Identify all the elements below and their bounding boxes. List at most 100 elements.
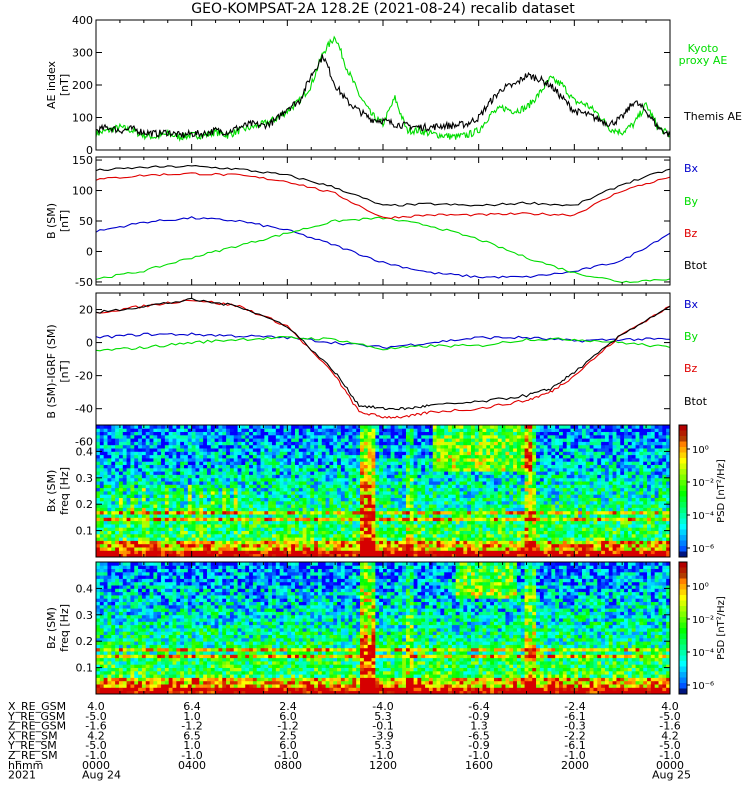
psd-cell [421, 471, 426, 475]
psd-cell [413, 494, 418, 498]
psd-cell [333, 461, 338, 465]
psd-cell [524, 517, 529, 522]
psd-cell [294, 504, 300, 508]
psd-cell [149, 497, 154, 502]
psd-cell [184, 533, 189, 538]
psd-cell [367, 481, 372, 485]
psd-cell [260, 474, 265, 479]
psd-cell [294, 547, 300, 551]
psd-cell [291, 467, 296, 472]
psd-cell [214, 553, 219, 558]
psd-cell [130, 481, 135, 485]
psd-cell [187, 454, 193, 459]
psd-cell [356, 520, 361, 525]
psd-cell [543, 425, 548, 429]
psd-cell [260, 507, 265, 512]
psd-cell [371, 431, 376, 436]
psd-cell [283, 547, 288, 551]
psd-cell [509, 451, 514, 456]
psd-cell [134, 530, 139, 535]
psd-cell [329, 451, 334, 456]
psd-cell [214, 514, 219, 518]
psd-cell [264, 510, 269, 515]
psd-cell [103, 497, 108, 502]
psd-cell [256, 431, 261, 436]
psd-cell [340, 540, 346, 545]
psd-cell [272, 461, 277, 465]
psd-cell [329, 491, 334, 495]
psd-cell [421, 477, 426, 482]
psd-cell [444, 517, 449, 522]
psd-cell [428, 487, 434, 492]
psd-cell [474, 471, 480, 475]
psd-cell [314, 533, 319, 538]
psd-cell [103, 504, 108, 508]
psd-cell [436, 481, 441, 485]
psd-cell [241, 540, 246, 545]
psd-cell [402, 487, 407, 492]
psd-cell [195, 550, 200, 555]
psd-cell [444, 491, 449, 495]
psd-cell [287, 494, 292, 498]
psd-cell [229, 527, 235, 531]
psd-cell [317, 533, 323, 538]
psd-cell [314, 454, 319, 459]
psd-cell [394, 553, 399, 558]
psd-cell [229, 434, 235, 439]
psd-cell [375, 520, 380, 525]
psd-cell [386, 461, 392, 465]
psd-cell [436, 497, 441, 502]
psd-cell [536, 474, 541, 479]
psd-cell [451, 428, 457, 432]
psd-cell [294, 431, 300, 436]
psd-cell [532, 497, 537, 502]
psd-cell [371, 510, 376, 515]
psd-cell [118, 444, 124, 449]
psd-cell [325, 477, 330, 482]
psd-cell [268, 547, 273, 551]
psd-cell [199, 527, 204, 531]
psd-cell [524, 477, 529, 482]
psd-cell [501, 500, 506, 505]
psd-cell [249, 500, 254, 505]
psd-cell [413, 464, 418, 469]
psd-cell [356, 527, 361, 531]
psd-cell [275, 451, 281, 456]
psd-cell [310, 494, 315, 498]
psd-cell [252, 461, 258, 465]
psd-cell [118, 448, 124, 452]
y-tick-label: 50 [79, 215, 93, 228]
psd-cell [210, 507, 216, 512]
psd-cell [115, 477, 120, 482]
psd-cell [459, 537, 464, 541]
psd-cell [195, 491, 200, 495]
psd-cell [516, 494, 522, 498]
psd-cell [153, 517, 158, 522]
psd-cell [226, 510, 231, 515]
psd-cell [436, 533, 441, 538]
psd-cell [245, 547, 250, 551]
psd-cell [298, 520, 304, 525]
psd-cell [214, 504, 219, 508]
psd-cell [164, 530, 170, 535]
psd-cell [337, 425, 342, 429]
psd-cell [111, 425, 116, 429]
psd-cell [145, 510, 150, 515]
psd-cell [413, 441, 418, 446]
psd-cell [375, 481, 380, 485]
psd-cell [413, 550, 418, 555]
psd-cell [141, 458, 147, 462]
psd-cell [329, 497, 334, 502]
psd-cell [233, 464, 238, 469]
psd-cell [103, 454, 108, 459]
psd-cell [490, 441, 495, 446]
psd-cell [417, 500, 422, 505]
psd-cell [164, 497, 170, 502]
psd-cell [168, 494, 173, 498]
psd-cell [352, 428, 357, 432]
psd-cell [130, 553, 135, 558]
psd-cell [260, 494, 265, 498]
psd-cell [233, 454, 238, 459]
psd-cell [340, 487, 346, 492]
